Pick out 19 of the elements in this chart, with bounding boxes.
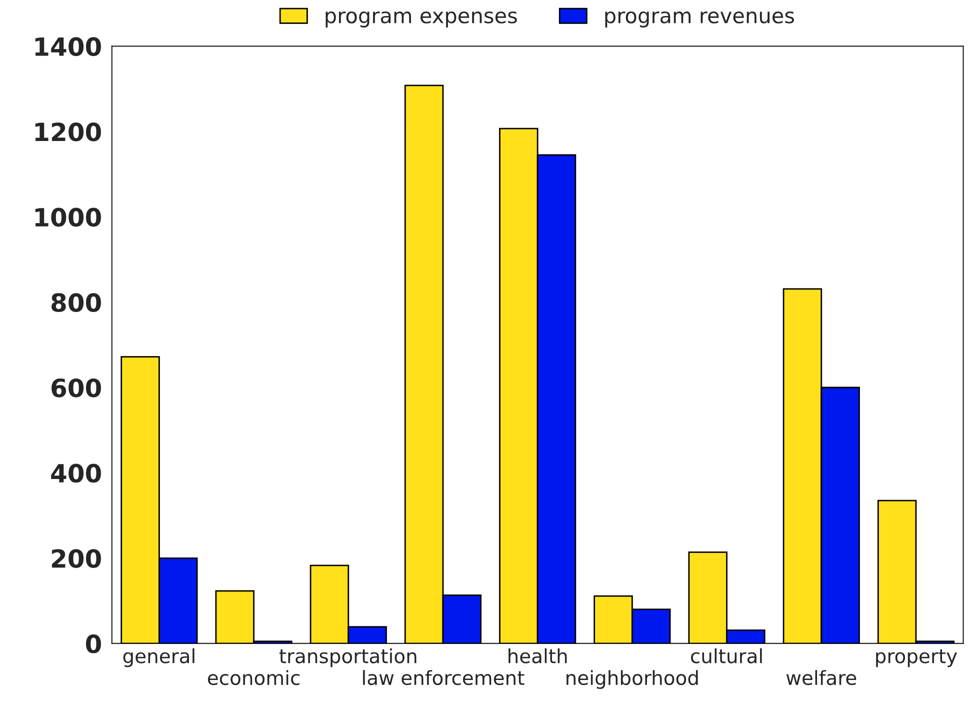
legend-label: program revenues [605, 11, 794, 28]
y-tick-label: 400 [51, 464, 101, 483]
legend-label: program expenses [326, 11, 517, 28]
y-tick-label: 0 [86, 634, 101, 654]
y-tick-label: 1400 [35, 37, 101, 56]
y-tick-label: 800 [52, 293, 101, 312]
y-tick-label: 1000 [35, 208, 101, 227]
x-tick-label: health [508, 648, 567, 664]
x-tick-label: neighborhood [566, 670, 698, 689]
x-tick-label: general [123, 648, 194, 668]
x-tick-label: property [876, 649, 958, 668]
x-tick-label: welfare [786, 670, 856, 686]
y-tick-label: 200 [52, 549, 101, 568]
x-tick-label: economic [208, 670, 300, 686]
x-tick-label: transportation [279, 648, 416, 668]
y-tick-label: 1200 [35, 122, 101, 142]
y-tick-label: 600 [52, 378, 101, 398]
x-tick-label: cultural [691, 648, 762, 664]
x-tick-label: law enforcement [363, 670, 524, 686]
